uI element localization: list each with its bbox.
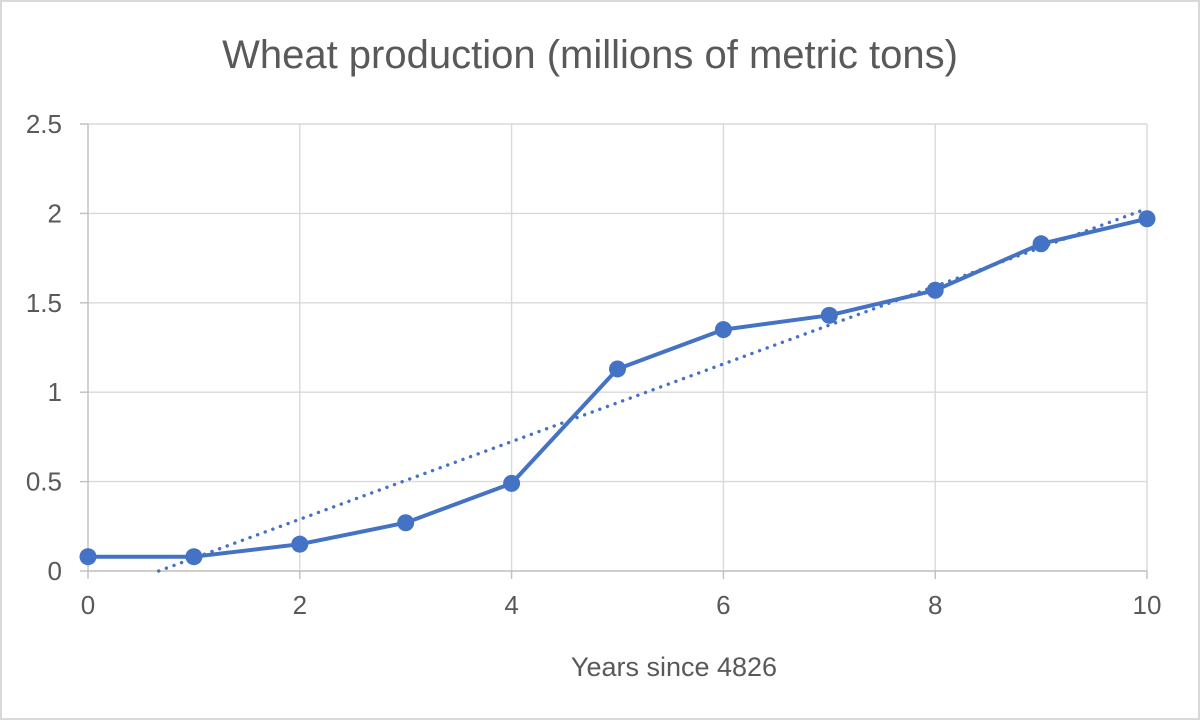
x-tick-label: 10 — [1133, 590, 1162, 620]
y-tick-label: 1 — [48, 377, 62, 407]
data-point-marker — [185, 548, 203, 566]
data-point-marker — [79, 548, 97, 566]
x-tick-label: 8 — [928, 590, 942, 620]
data-point-marker — [503, 474, 521, 492]
x-tick-label: 2 — [293, 590, 307, 620]
data-point-marker — [820, 306, 838, 324]
data-point-marker — [714, 321, 732, 339]
y-tick-label: 1.5 — [26, 288, 62, 318]
x-tick-label: 0 — [81, 590, 95, 620]
data-point-marker — [1032, 235, 1050, 253]
y-tick-label: 0 — [48, 556, 62, 586]
x-tick-label: 4 — [504, 590, 518, 620]
y-tick-label: 2.5 — [26, 109, 62, 139]
y-tick-label: 0.5 — [26, 467, 62, 497]
data-point-marker — [1138, 210, 1156, 228]
y-tick-label: 2 — [48, 198, 62, 228]
data-point-marker — [291, 535, 309, 553]
trendline — [157, 206, 1149, 573]
x-axis-title: Years since 4826 — [570, 652, 778, 682]
chart-title: Wheat production (millions of metric ton… — [222, 33, 958, 77]
data-point-marker — [926, 281, 944, 299]
series-line — [86, 216, 1149, 559]
data-point-marker — [397, 514, 415, 532]
x-tick-label: 6 — [716, 590, 730, 620]
data-point-marker — [609, 360, 626, 378]
